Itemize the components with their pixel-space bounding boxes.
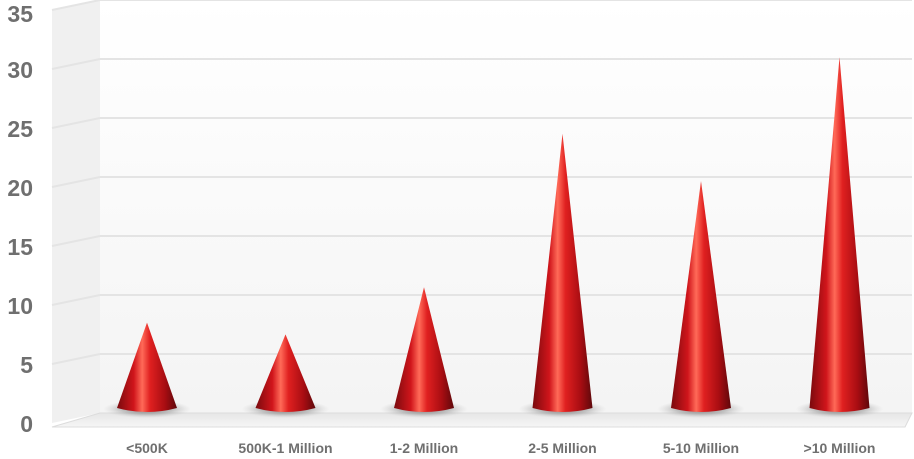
cone-bar (117, 322, 177, 412)
gridline-side (51, 235, 101, 247)
cone-bar (394, 287, 454, 412)
y-axis-ticks: 0 5 10 15 20 25 30 35 (7, 1, 33, 437)
gridline-side (51, 176, 101, 188)
cone-bar (255, 334, 316, 412)
cone-bar (532, 133, 593, 413)
chart-walls (51, 0, 913, 428)
gridline-side (51, 353, 101, 365)
gridline-side (51, 294, 101, 306)
y-tick-label: 5 (20, 352, 33, 378)
y-tick-label: 25 (7, 116, 33, 142)
x-axis-labels: <500K 500K-1 Million 1-2 Million 2-5 Millio… (126, 440, 875, 456)
gridline-side (51, 0, 101, 11)
x-tick-label: <500K (126, 440, 168, 456)
x-tick-label: 5-10 Million (663, 440, 739, 456)
y-tick-label: 20 (7, 175, 33, 201)
x-tick-label: >10 Million (804, 440, 876, 456)
gridline-side (51, 58, 101, 70)
side-wall (52, 0, 100, 423)
cone-series (117, 57, 870, 413)
cone-bar (809, 57, 870, 412)
x-tick-label: 1-2 Million (390, 440, 458, 456)
gridlines (51, 0, 912, 365)
y-tick-label: 35 (7, 1, 33, 27)
x-tick-label: 500K-1 Million (238, 440, 332, 456)
x-tick-label: 2-5 Million (528, 440, 596, 456)
y-tick-label: 15 (7, 234, 33, 260)
gridline-side (51, 117, 101, 129)
floor (51, 412, 913, 428)
y-tick-label: 0 (20, 411, 33, 437)
y-tick-label: 10 (7, 293, 33, 319)
back-wall (100, 0, 912, 413)
cone-bar (671, 181, 731, 412)
y-tick-label: 30 (7, 57, 33, 83)
